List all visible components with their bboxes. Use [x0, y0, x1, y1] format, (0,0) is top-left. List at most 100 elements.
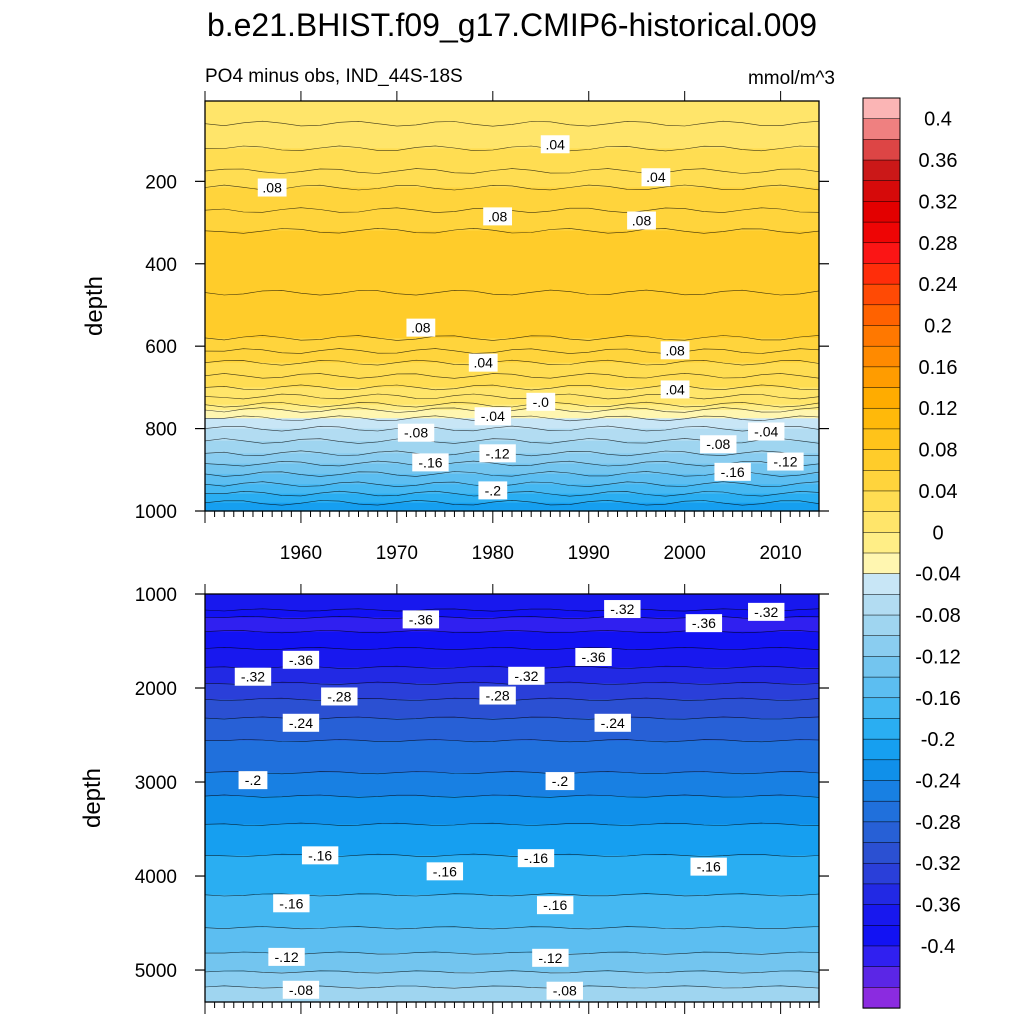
contour-label-box: [660, 380, 690, 399]
contour-label-box: [273, 894, 310, 913]
contour-band: [205, 101, 819, 125]
contour-band: [205, 796, 819, 825]
contour-label-text: -.08: [553, 983, 577, 999]
contour-band: [205, 396, 819, 406]
y-tick-label: 5000: [135, 961, 177, 982]
colorbar-swatch: [862, 966, 901, 988]
contour-label: -.08: [282, 980, 320, 999]
y-tick-label: 600: [145, 337, 177, 358]
contour-band: [205, 927, 819, 954]
colorbar-label: -0.32: [915, 853, 961, 875]
contour-label-text: .04: [473, 355, 493, 371]
contour-label-text: .08: [262, 180, 282, 196]
contour-label-box: [474, 407, 512, 426]
colorbar: 0.4 0.36 0.32 0.28 0.24 0.2 0.16 0.12 0.08 0.04 0 -…: [862, 97, 961, 1009]
contour-band: [205, 410, 819, 419]
contour-label-text: -.16: [433, 863, 457, 879]
y-tick-label: 1000: [135, 585, 177, 606]
chart-title: b.e21.BHIST.f09_g17.CMIP6-historical.009: [207, 7, 817, 43]
colorbar-swatch: [862, 511, 901, 533]
colorbar-swatch: [862, 552, 901, 575]
contour-label-text: -.36: [692, 615, 716, 631]
contour-band: [205, 418, 819, 430]
contour-label-box: [479, 444, 516, 463]
colorbar-swatch: [862, 635, 901, 658]
contour-label-text: .04: [665, 381, 685, 397]
x-tick-label: 1970: [376, 543, 418, 564]
colorbar-swatch: [862, 304, 901, 327]
colorbar-label: -0.28: [915, 812, 961, 834]
contour-label: -.12: [767, 452, 804, 471]
colorbar-label: 0.08: [919, 440, 958, 462]
colorbar-swatch: [862, 449, 901, 471]
contour-label-text: -.36: [289, 652, 313, 668]
colorbar-label: 0.32: [919, 191, 958, 213]
contour-label: -.16: [517, 849, 555, 868]
colorbar-swatch: [862, 407, 901, 430]
contour-band: [205, 772, 819, 797]
contour-label-box: [532, 948, 569, 967]
bottom-y-axis-title: depth: [79, 768, 106, 828]
contour-band: [205, 617, 819, 633]
colorbar-label: 0.04: [919, 481, 958, 503]
contour-line: [204, 481, 820, 488]
contour-label-box: [545, 772, 575, 791]
y-tick-label: 4000: [135, 867, 177, 888]
contour-band: [205, 953, 819, 973]
colorbar-swatch: [862, 490, 901, 513]
contour-label-box: [536, 896, 574, 915]
contour-label-text: -.12: [486, 445, 510, 461]
colorbar-swatch: [862, 201, 901, 223]
contour-label-text: -.2: [552, 773, 569, 789]
contour-band: [205, 351, 819, 364]
colorbar-swatch: [862, 263, 901, 285]
contour-label-box: [700, 435, 737, 454]
contour-label: -.04: [748, 422, 785, 441]
contour-label-box: [282, 650, 320, 669]
colorbar-label: 0.36: [919, 150, 958, 172]
colorbar-label: 0.28: [919, 233, 958, 255]
contour-line: [204, 348, 820, 354]
contour-line: [204, 168, 820, 174]
contour-band: [205, 230, 819, 294]
contour-label-box: [685, 614, 723, 633]
contour-label: -.16: [412, 453, 449, 472]
contour-label-text: -.16: [543, 897, 567, 913]
colorbar-swatch: [862, 470, 901, 492]
contour-label-box: [406, 318, 436, 337]
contour-label-text: .04: [545, 136, 565, 152]
contour-label-text: -.24: [601, 715, 625, 731]
contour-label: -.0: [526, 392, 556, 411]
colorbar-label: -0.08: [915, 605, 961, 627]
contour-line: [204, 407, 820, 413]
contour-label: .04: [660, 380, 690, 399]
contour-line: [204, 771, 820, 775]
colorbar-swatch: [862, 987, 901, 1009]
colorbar-swatch: [862, 180, 901, 203]
contour-label-box: [234, 667, 272, 686]
colorbar-swatch: [862, 366, 901, 389]
contour-label-text: -.0: [533, 394, 550, 410]
contour-band: [205, 362, 819, 377]
colorbar-swatch: [862, 614, 901, 637]
contour-label: .08: [257, 178, 287, 197]
colorbar-label: 0: [932, 522, 943, 544]
contour-label: -.08: [397, 423, 435, 442]
contour-band: [205, 971, 819, 988]
contour-label: -.16: [273, 894, 310, 913]
contour-label-box: [397, 423, 435, 442]
colorbar-swatch: [862, 697, 901, 720]
colorbar-swatch: [862, 718, 901, 740]
contour-line: [204, 608, 820, 612]
contour-label-box: [546, 981, 583, 1000]
contour-label: -.32: [508, 666, 545, 685]
contour-label-text: -.04: [481, 408, 505, 424]
contour-label: -.28: [321, 687, 358, 706]
contour-label-text: -.32: [514, 668, 538, 684]
contour-label-box: [526, 392, 556, 411]
contour-label-box: [748, 602, 785, 621]
contour-label-box: [468, 353, 498, 372]
colorbar-swatch: [862, 738, 901, 761]
contour-line: [204, 822, 820, 826]
y-tick-label: 800: [145, 420, 177, 441]
